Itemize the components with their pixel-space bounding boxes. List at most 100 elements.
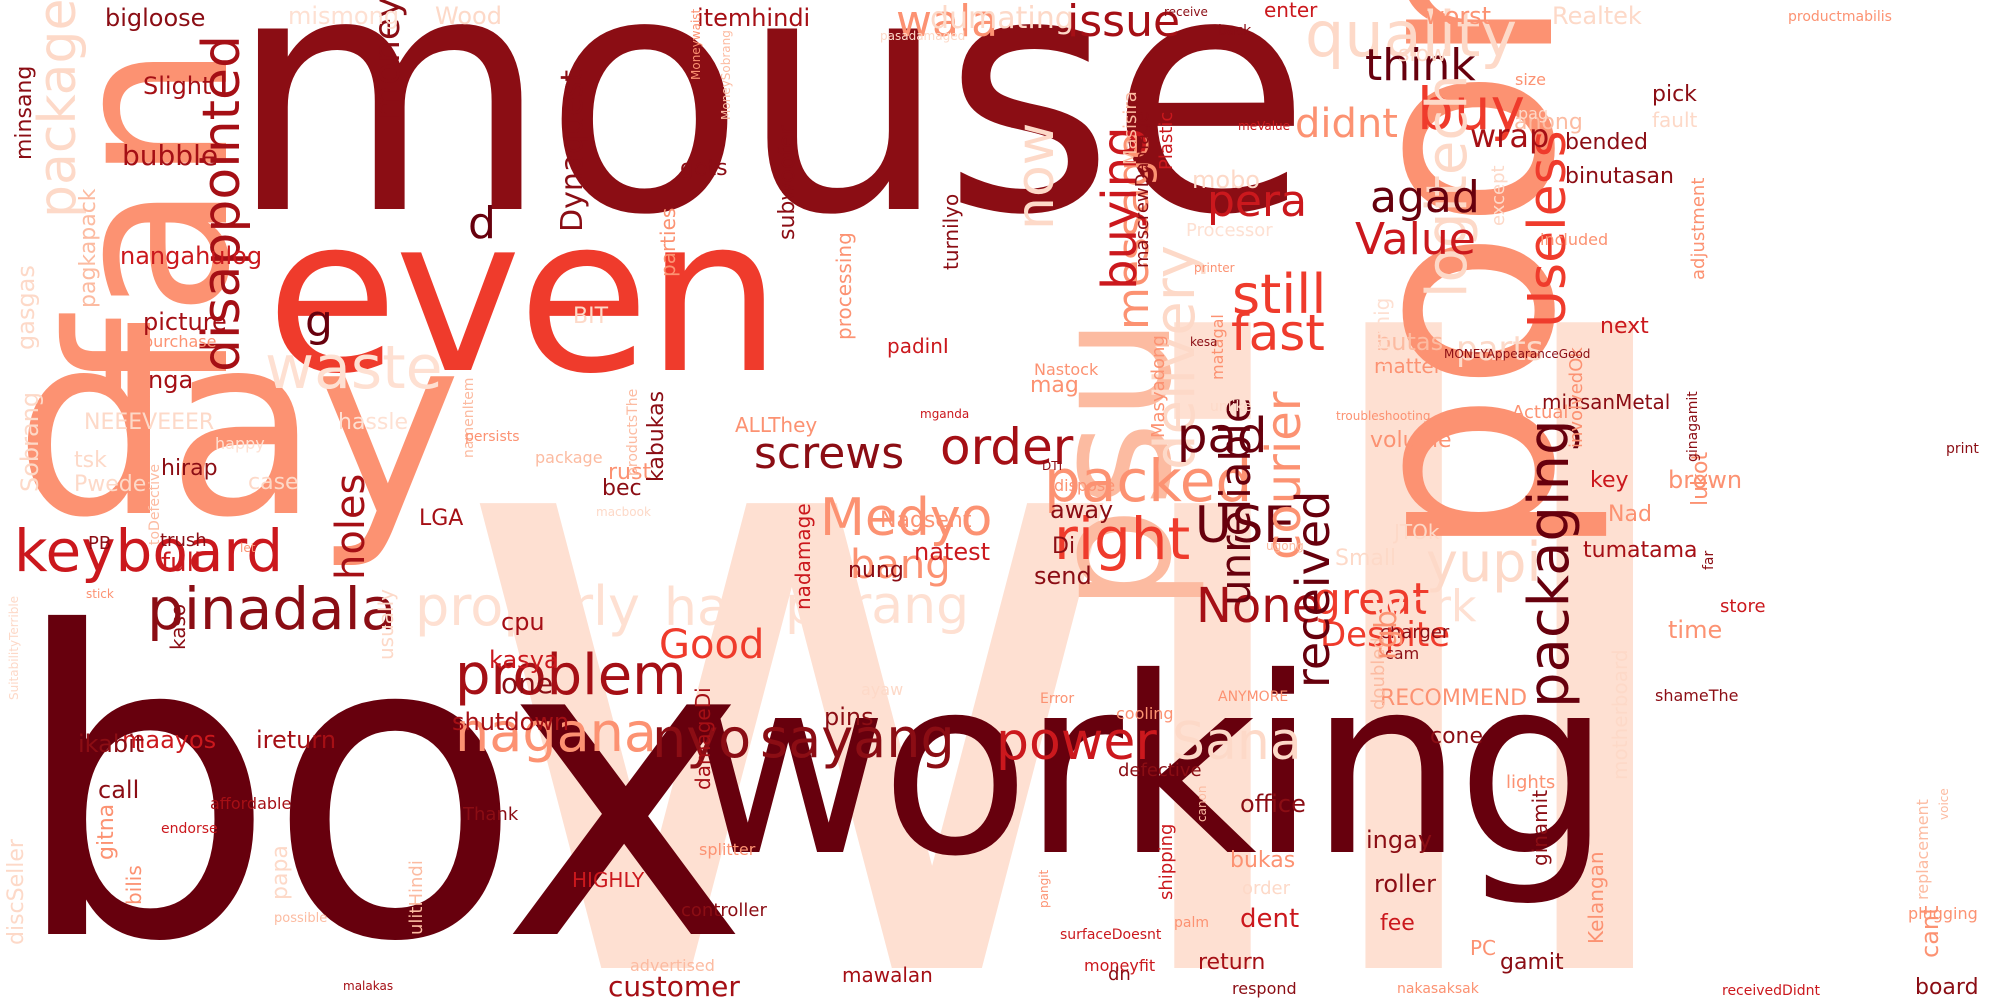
word-nagsent: Nagsent [880,508,972,533]
word-processor: Processor [1186,220,1273,241]
word-tumatama: tumatama [1583,538,1698,563]
word-pb: PB [88,533,112,554]
word-palm: palm [1174,915,1209,931]
word-slow: slow [1398,42,1448,67]
word-papa: papa [268,845,293,900]
word-ikabit: ikabit [78,730,145,758]
word-persists: persists [465,429,520,445]
word-pins: pins [824,703,874,731]
word-good: Good [659,622,765,668]
word-store: store [1720,596,1766,617]
word-back: back [1218,23,1252,39]
word-plastic: Plastic [1156,111,1177,170]
word-hirap: hirap [161,456,218,481]
word-time: time [1668,616,1723,644]
word-print: print [1946,441,1979,457]
word-defective: defective [1118,760,1202,781]
word-suitabilityterrible: SuitabilityTerrible [7,595,21,700]
word-dynaquest: Dynaquest [555,69,590,232]
word-damagedi: damageDi [691,687,715,790]
word-anymore: ANYMORE [1218,689,1289,705]
word-charger: charger [1380,622,1450,643]
word-nyo: nyo [652,707,752,770]
word-bigloose: bigloose [105,4,206,32]
word-order-small: order [1242,878,1290,899]
word-nad: Nad [1608,502,1652,527]
word-moneysobrang: MoneySobrang [719,30,733,120]
word-nakasaksak: nakasaksak [1397,981,1479,997]
word-right: right [1054,505,1191,573]
word-receiveddidnt: receivedDidnt [1722,983,1820,999]
word-pag: pag [1518,104,1549,123]
word-bended: bended [1565,130,1648,155]
word-gamit: gamit [1500,950,1564,975]
word-didnt: didnt [1295,101,1398,147]
word-kesa: kesa [1190,335,1218,349]
word-endorse: endorse [161,821,218,837]
word-productmabilis: productmabilis [1788,9,1892,25]
word-quality: quality [1305,0,1518,71]
word-brown: brown [1668,466,1743,494]
word-pasadamaged: pasadamaged [880,29,966,43]
word-mobo: mobo [1192,166,1260,194]
word-next: next [1600,314,1649,339]
word-bit: BIT [573,304,609,329]
word-lights: lights [1506,772,1556,793]
word-return: return [1198,950,1266,975]
word-trush: trush [160,530,207,551]
word-box: box [10,545,749,1000]
word-moneyfit: moneyfit [1084,956,1156,975]
word-order: order [940,418,1074,476]
word-waste: waste [265,333,443,403]
word-discseller: discSeller [4,839,29,945]
word-call: call [98,776,140,804]
word-maayos: maayos [122,726,217,754]
word-nastock: Nastock [1034,360,1099,379]
word-dumating: dumating [930,1,1074,36]
word-pad: pad [1177,408,1268,464]
word-great: great [1313,574,1430,625]
word-even: even [266,170,782,421]
word-mouse: mouse [228,0,1311,287]
word-use: USE [1195,496,1295,554]
word-d: d [468,198,496,249]
word-moneyappearancegood: MONEYAppearanceGood [1444,347,1591,361]
word-kasya: kasya [489,646,559,674]
word-canon: canon [1195,785,1209,822]
word-receive: receive [1164,5,1208,19]
word-fast: fast [1231,304,1325,362]
word-respond: respond [1232,979,1297,998]
word-let: let [240,541,256,555]
word-ulithindi: ulitHindi [406,860,427,935]
word-customer: customer [608,970,740,1000]
word-mevalue: meValue [1238,119,1291,133]
word-working: working [688,625,1612,910]
word-kelangan: Kelangan [1584,851,1608,944]
word-parang: parang [785,576,970,636]
word-moneywaist: Moneywaist [689,8,703,80]
word-malakas: malakas [343,979,394,993]
word-processing: processing [832,232,856,340]
word-pinadala: pinadala [147,575,397,643]
word-keyboard: keyboard [14,517,284,585]
word-shutdown: shutdown [452,708,570,736]
word-bukas: bukas [1230,848,1296,873]
word-board: board [1915,975,1979,1000]
word-todefective: toDefective [147,464,163,545]
word-enter: enter [1264,0,1318,22]
word-parts: parts [1456,329,1544,369]
word-unlike: unlike [1210,399,1252,415]
word-gets: gets [680,156,728,181]
word-error: Error [1040,691,1075,707]
word-macbook: macbook [596,505,651,519]
word-agad: agad [1370,172,1480,223]
word-minsang: minsang [12,65,37,160]
word-realtek: Realtek [1552,2,1642,30]
word-printer: printer [1194,261,1235,275]
word-send: send [1034,562,1092,590]
word-happy: happy [215,434,265,453]
word-padini: padinI [887,334,949,358]
word-controller: controller [681,900,767,921]
word-splitter: splitter [699,840,756,859]
word-pagkapack: pagkapack [76,188,101,308]
